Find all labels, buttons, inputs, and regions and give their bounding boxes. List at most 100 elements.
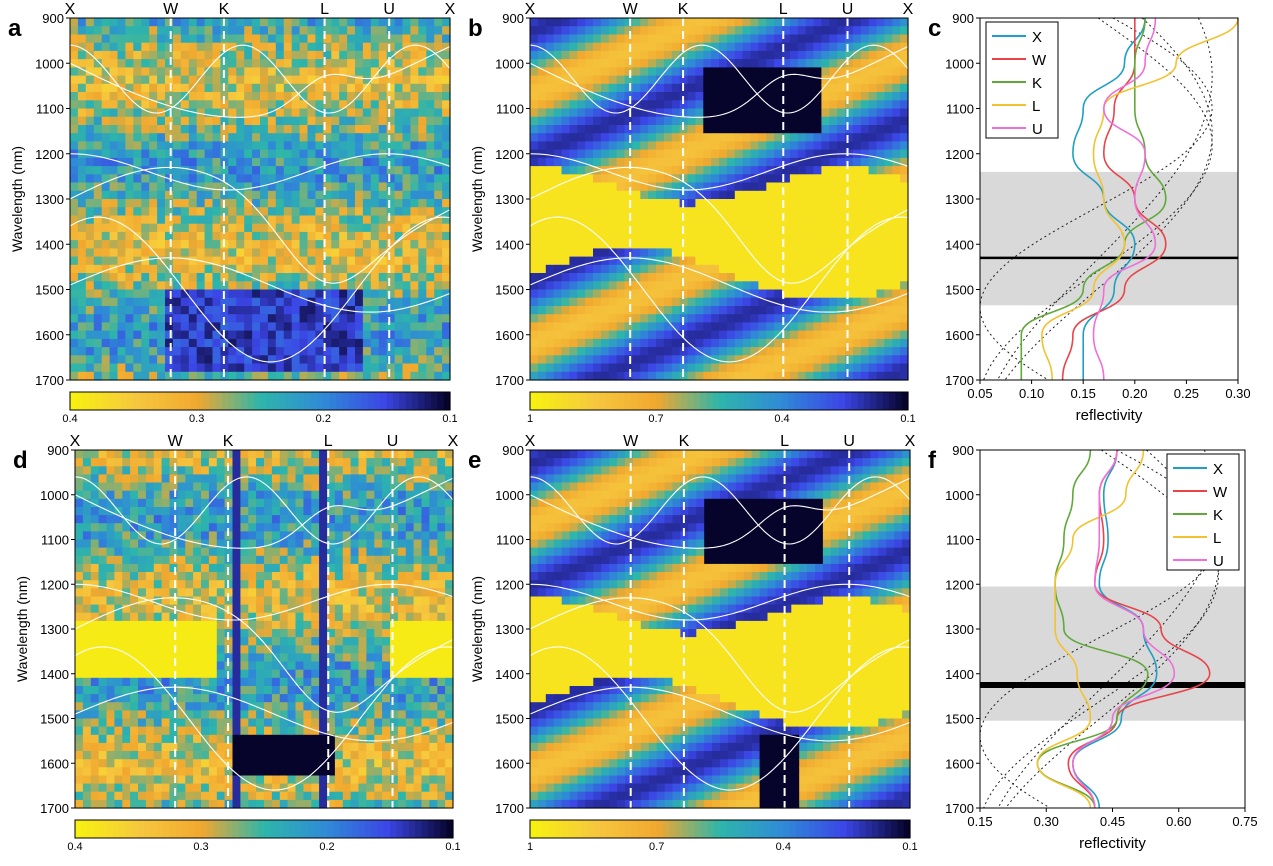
heat-cell [138, 637, 147, 646]
heat-cell [561, 231, 570, 241]
heat-cell [101, 347, 111, 356]
heat-cell [307, 83, 316, 93]
heat-cell [561, 347, 570, 356]
heat-cell [553, 125, 563, 134]
heat-cell [228, 166, 237, 175]
heat-cell [656, 174, 665, 184]
colorbar-cell [744, 392, 752, 410]
heat-cell [283, 199, 293, 208]
heat-cell [394, 18, 404, 27]
heat-cell [695, 174, 704, 184]
heat-cell [758, 289, 767, 299]
heat-cell [275, 166, 285, 175]
colorbar-cell [788, 392, 796, 410]
heat-cell [608, 59, 618, 68]
heat-cell [267, 289, 277, 299]
heat-cell [797, 50, 807, 60]
heat-cell [196, 125, 206, 134]
colorbar-cell [171, 392, 179, 410]
heat-cell [813, 100, 822, 110]
heat-cell [569, 289, 578, 299]
heat-cell [608, 256, 618, 266]
heat-cell [719, 92, 728, 101]
heat-cell [418, 100, 427, 110]
heat-cell [663, 67, 673, 77]
heat-cell [774, 371, 783, 381]
heat-cell [212, 67, 221, 77]
heat-cell [315, 92, 324, 101]
heat-cell [711, 215, 720, 225]
heat-cell [537, 231, 547, 241]
y-tick-label: 1600 [35, 328, 64, 343]
heat-cell [821, 215, 830, 225]
heat-cell [93, 125, 103, 134]
heat-cell [789, 190, 799, 200]
heat-cell [291, 199, 301, 208]
heat-cell [632, 67, 641, 77]
heat-cell [774, 18, 783, 27]
heat-cell [275, 297, 285, 307]
heat-cell [663, 92, 673, 101]
heat-cell [370, 199, 380, 208]
heat-cell [133, 306, 142, 315]
heat-cell [347, 67, 356, 77]
heat-cell [157, 18, 166, 27]
heat-cell [734, 108, 744, 118]
y-tick-label: 1200 [35, 147, 64, 162]
heat-cell [600, 18, 610, 27]
heat-cell [537, 182, 547, 192]
colorbar-cell [901, 392, 909, 410]
heat-cell [133, 199, 142, 208]
heat-cell [593, 34, 602, 44]
heat-cell [663, 223, 673, 233]
heat-cell [145, 515, 155, 524]
heat-cell [130, 580, 139, 589]
x-tick-label: 0.15 [1071, 386, 1096, 401]
heat-cell [133, 297, 142, 307]
heat-cell [323, 83, 332, 93]
heat-cell [228, 240, 237, 249]
heat-cell [180, 355, 190, 365]
heat-cell [299, 166, 309, 175]
heat-cell [703, 347, 712, 356]
heat-cell [703, 190, 712, 200]
heat-cell [632, 231, 641, 241]
heat-cell [299, 42, 309, 52]
heat-cell [813, 363, 822, 373]
heat-cell [165, 133, 174, 142]
heat-cell [109, 223, 119, 233]
heat-cell [821, 174, 830, 184]
heat-cell [149, 166, 158, 175]
heat-cell [734, 338, 744, 348]
heat-cell [797, 338, 807, 348]
heat-cell [545, 306, 555, 315]
heat-cell [157, 240, 166, 249]
heat-cell [378, 355, 388, 365]
heat-cell [267, 248, 277, 258]
heat-cell [362, 264, 372, 274]
heat-cell [75, 726, 84, 736]
heat-cell [719, 347, 728, 356]
heat-cell [394, 125, 404, 134]
heat-cell [900, 50, 909, 60]
heat-cell [394, 215, 404, 225]
heat-cell [797, 355, 807, 365]
heat-cell [307, 347, 316, 356]
heat-cell [695, 83, 704, 93]
heat-cell [291, 166, 301, 175]
heat-cell [117, 371, 126, 381]
heat-cell [138, 547, 147, 557]
heat-cell [545, 322, 555, 332]
heat-cell [323, 306, 332, 315]
heat-cell [291, 223, 301, 233]
heat-cell [402, 297, 411, 307]
heat-cell [648, 83, 657, 93]
heat-cell [663, 347, 673, 356]
heat-cell [153, 775, 163, 785]
heat-cell [797, 322, 807, 332]
heat-cell [362, 141, 372, 151]
heat-cell [133, 75, 142, 85]
heat-cell [418, 108, 427, 118]
heat-cell [624, 273, 633, 282]
heat-cell [734, 281, 744, 291]
